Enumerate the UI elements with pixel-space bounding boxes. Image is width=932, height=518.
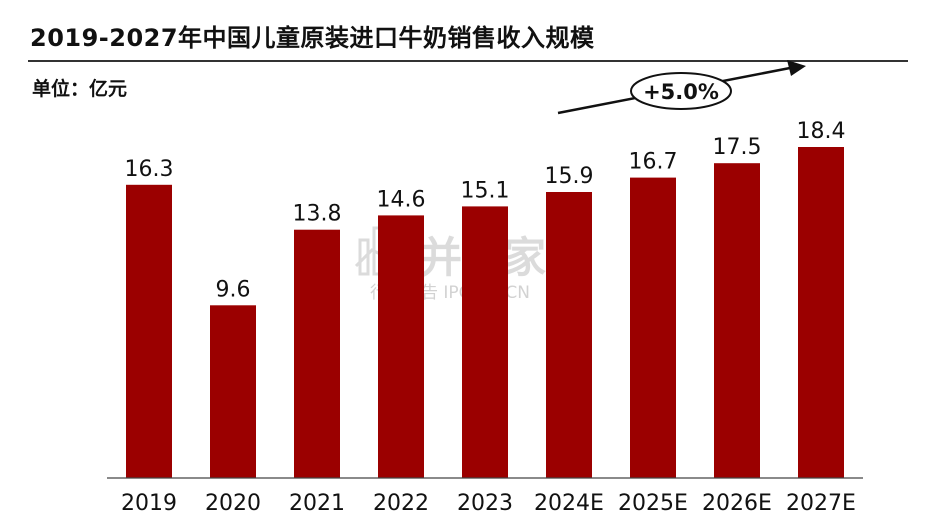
- bars-group: [126, 147, 844, 479]
- value-label-2021: 13.8: [293, 202, 342, 227]
- value-label-2019: 16.3: [125, 157, 174, 182]
- title-divider: [28, 60, 908, 62]
- bar-2027E: [798, 147, 844, 478]
- x-tick-2023: 2023: [457, 491, 513, 516]
- x-tick-2024E: 2024E: [534, 491, 604, 516]
- x-tick-2019: 2019: [121, 491, 177, 516]
- bar-2021: [294, 229, 340, 478]
- value-label-2026E: 17.5: [713, 135, 762, 160]
- trend-arrow-icon: [787, 60, 806, 76]
- value-label-2025E: 16.7: [629, 150, 678, 175]
- value-label-2023: 15.1: [461, 178, 510, 203]
- cagr-annotation: +5.0%: [557, 60, 806, 115]
- value-label-2022: 14.6: [377, 187, 426, 212]
- x-tick-labels-group: 2019 2020 2021 2022 2023 2024E 2025E 2026E 2027E: [121, 491, 856, 516]
- cagr-label: +5.0%: [643, 80, 719, 104]
- chart-title: 2019-2027年中国儿童原装进口牛奶销售收入规模: [30, 24, 595, 52]
- x-tick-2022: 2022: [373, 491, 429, 516]
- x-tick-2025E: 2025E: [618, 491, 688, 516]
- bar-2024E: [546, 192, 592, 478]
- x-tick-2026E: 2026E: [702, 491, 772, 516]
- bar-2025E: [630, 177, 676, 478]
- unit-label: 单位：亿元: [32, 78, 128, 100]
- value-labels-group: 16.3 9.6 13.8 14.6 15.1 15.9 16.7 17.5 18.4: [125, 119, 846, 302]
- cagr-bubble: [630, 72, 732, 110]
- value-label-2024E: 15.9: [545, 164, 594, 189]
- bar-2023: [462, 206, 508, 478]
- bar-2020: [210, 305, 256, 478]
- bar-2019: [126, 184, 172, 479]
- bar-2022: [378, 215, 424, 478]
- bar-2026E: [714, 163, 760, 478]
- x-tick-2027E: 2027E: [786, 491, 856, 516]
- value-label-2020: 9.6: [216, 277, 251, 302]
- x-tick-2021: 2021: [289, 491, 345, 516]
- value-label-2027E: 18.4: [797, 119, 846, 144]
- x-tick-2020: 2020: [205, 491, 261, 516]
